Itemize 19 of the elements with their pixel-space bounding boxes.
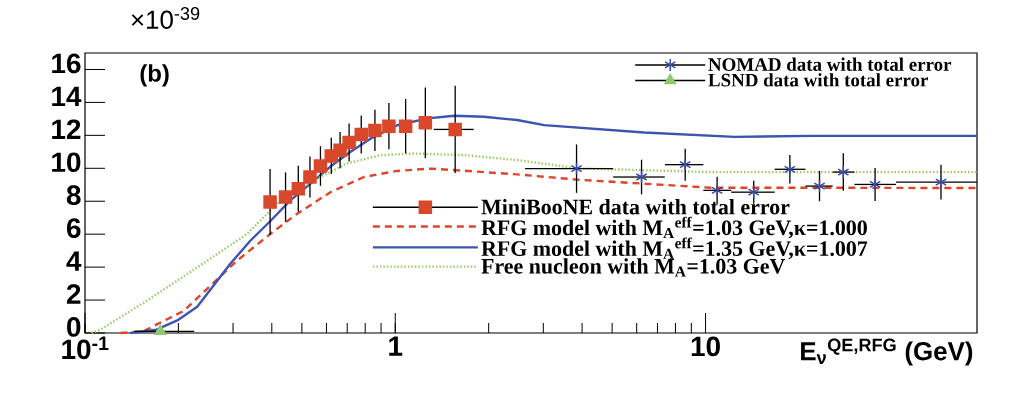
y-tick-label: 14 [52,86,82,106]
y-tick-label: 4 [66,251,82,271]
text: ×10$^{-39}$ [131,7,200,29]
legend-label: NOMAD data with total error [708,57,952,71]
legend-label: MiniBooNE data with total error [481,198,790,215]
y-tick-label: 8 [66,185,81,206]
x-tick-label: 1 [389,336,403,356]
legend-label: Free nucleon with M$_{A}$=1.03 GeV [481,258,786,277]
y-tick-label: 10 [52,152,81,173]
x-axis-title: E$_{ν}$$^{QE,RFG}$ (GeV) [801,338,973,366]
y-tick-label: 2 [66,284,81,304]
y-tick-label: 16 [52,53,81,74]
legend-label: LSND data with total error [708,73,928,87]
y-tick-label: 6 [66,218,81,239]
x-tick-label: 10$^{-1}$ [62,336,109,360]
annotation: (b) [140,64,169,87]
y-tick-label: 12 [52,119,81,139]
x-tick-label: 10 [691,336,720,357]
y-tick-label: 0 [67,317,81,337]
